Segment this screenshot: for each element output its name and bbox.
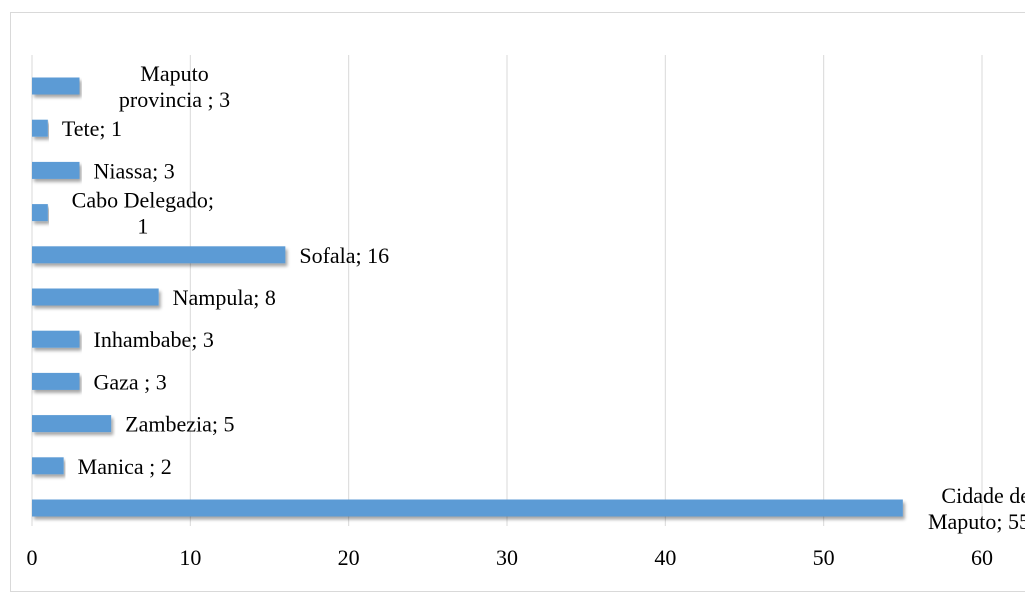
- x-tick-label: 50: [813, 545, 835, 570]
- data-label: Cidade de Maputo; 55: [928, 483, 1025, 534]
- bar: [32, 161, 80, 179]
- bar: [32, 204, 48, 222]
- bar: [32, 330, 80, 348]
- data-label: Nampula; 8: [173, 285, 276, 310]
- data-label: Maputo provincia ; 3: [119, 61, 230, 112]
- x-tick-label: 20: [338, 545, 360, 570]
- data-label: Manica ; 2: [78, 454, 172, 479]
- bar: [32, 119, 48, 137]
- bar: [32, 288, 159, 306]
- data-label: Niassa; 3: [94, 158, 175, 183]
- data-label: Tete; 1: [62, 116, 122, 141]
- data-label: Sofala; 16: [299, 243, 389, 268]
- x-tick-label: 30: [496, 545, 518, 570]
- data-label: Gaza ; 3: [94, 369, 167, 394]
- data-label: Inhambabe; 3: [94, 327, 214, 352]
- x-tick-label: 60: [971, 545, 993, 570]
- x-axis-tick-labels: 0 10 20 30 40 50 60: [27, 545, 994, 570]
- bar: [32, 457, 64, 475]
- x-tick-label: 40: [654, 545, 676, 570]
- bar: [32, 499, 903, 517]
- x-tick-label: 10: [179, 545, 201, 570]
- chart-frame: [10, 12, 1025, 592]
- bar: [32, 415, 112, 433]
- bar: [32, 372, 80, 390]
- bar-chart: Cidade de Maputo; 55 Manica ; 2 Zambezia; 5…: [27, 55, 1025, 570]
- x-tick-label: 0: [27, 545, 38, 570]
- data-label: Zambezia; 5: [125, 412, 234, 437]
- data-labels: Cidade de Maputo; 55 Manica ; 2 Zambezia; 5…: [62, 61, 1025, 534]
- bars: [32, 77, 903, 517]
- data-label: Cabo Delegado; 1: [72, 188, 214, 239]
- bar: [32, 246, 286, 264]
- bar: [32, 77, 80, 95]
